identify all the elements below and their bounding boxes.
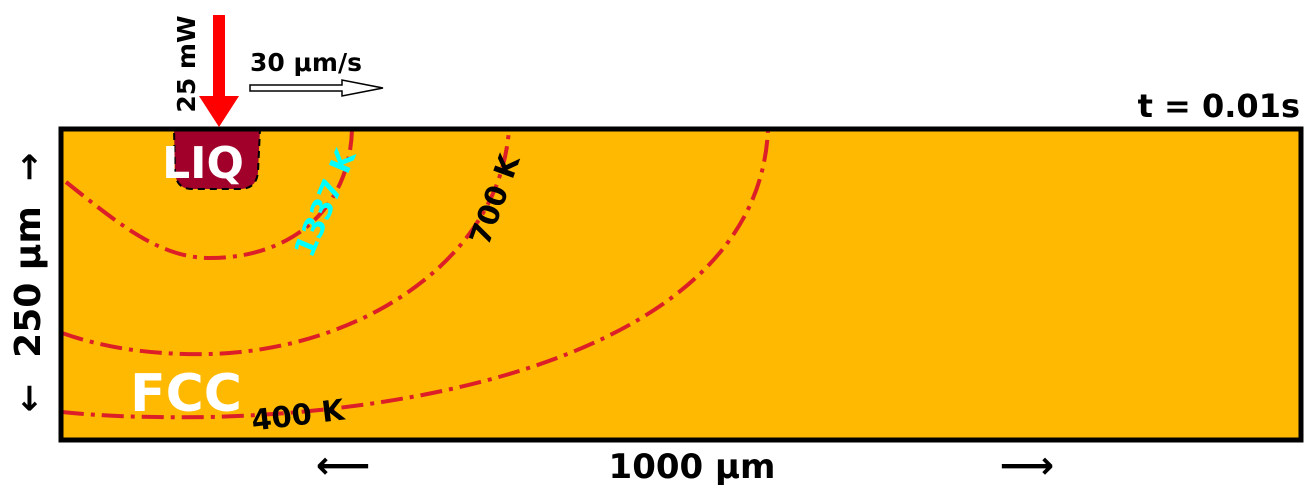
time-label: t = 0.01s [1138, 87, 1300, 125]
laser-arrow-icon [199, 15, 239, 127]
width-arrow-left: ⟵ [316, 443, 370, 487]
depth-arrow-down: ← [9, 384, 49, 413]
isotherm-1337k-line [64, 128, 354, 261]
scan-speed-label: 30 μm/s [250, 48, 362, 77]
width-arrow-right: ⟶ [1000, 443, 1054, 487]
depth-dimension-label: 250 μm [8, 206, 49, 358]
substrate-fcc [61, 129, 1301, 440]
isotherm-700k-line [61, 128, 511, 357]
melt-pool-liq [172, 128, 262, 190]
scan-direction-arrow-icon [249, 79, 384, 97]
isotherm-400k-line [61, 128, 770, 420]
domain-frame [58, 126, 1304, 443]
depth-arrow-up: → [9, 153, 49, 182]
laser-power-label: 25 mW [172, 15, 201, 112]
width-dimension-label: 1000 μm [609, 447, 776, 487]
fcc-phase-label: FCC [130, 364, 242, 424]
isotherm-contours [61, 128, 770, 420]
liq-phase-label: LIQ [162, 138, 244, 189]
